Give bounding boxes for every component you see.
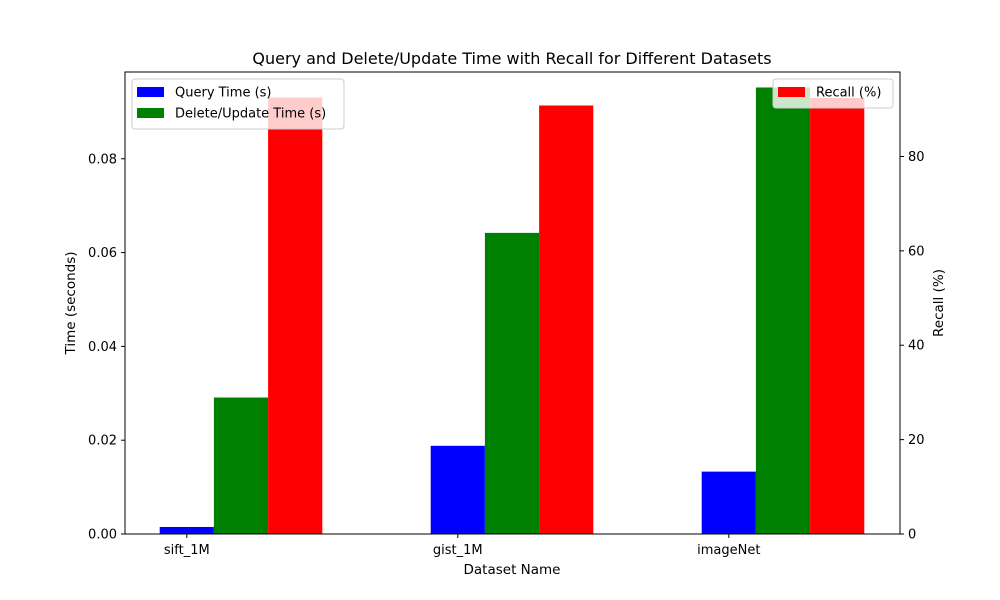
y-left-tick-label: 0.04 xyxy=(88,340,117,355)
y-axis-left-label: Time (seconds) xyxy=(63,251,79,355)
y-axis-left: 0.00 0.02 0.04 0.06 0.08 xyxy=(88,152,125,543)
bar-recall--sift_1m xyxy=(268,97,323,534)
legend-right-swatch xyxy=(778,87,805,97)
legend-left: Query Time (s) Delete/Update Time (s) xyxy=(131,78,345,130)
legend-left-box xyxy=(131,78,345,130)
y-axis-right: 0 20 40 60 80 xyxy=(900,150,925,543)
bar-query-time-s--gist_1m xyxy=(430,445,485,534)
x-axis: sift_1M gist_1M imageNet xyxy=(164,534,760,558)
bar-recall--gist_1m xyxy=(539,105,594,534)
legend-left-swatch xyxy=(137,108,164,118)
bar-delete-update-time-s--sift_1m xyxy=(213,397,269,534)
legend-left-swatch xyxy=(137,87,164,97)
legend-right-box xyxy=(772,78,894,109)
y-left-tick-label: 0.08 xyxy=(88,152,117,167)
bar-query-time-s--imagenet xyxy=(701,471,756,534)
y-right-tick-label: 0 xyxy=(908,528,916,543)
y-left-tick-label: 0.00 xyxy=(88,528,117,543)
bars-group xyxy=(159,87,865,535)
legend-left-entry-label: Query Time (s) xyxy=(175,86,272,101)
y-axis-right-label: Recall (%) xyxy=(931,269,947,337)
legend-left-entry-label: Delete/Update Time (s) xyxy=(175,107,326,122)
y-right-tick-label: 60 xyxy=(908,244,925,259)
plot-frame xyxy=(124,71,901,535)
x-axis-label: Dataset Name xyxy=(464,562,561,578)
legend-right: Recall (%) xyxy=(772,78,894,109)
x-tick-label: gist_1M xyxy=(433,543,483,558)
y-right-tick-label: 20 xyxy=(908,433,925,448)
y-left-tick-label: 0.06 xyxy=(88,246,117,261)
legend-right-entry-label: Recall (%) xyxy=(816,86,881,101)
bar-delete-update-time-s--imagenet xyxy=(755,87,811,534)
y-right-tick-label: 80 xyxy=(908,150,925,165)
x-tick-label: imageNet xyxy=(697,543,760,558)
y-left-tick-label: 0.02 xyxy=(88,434,117,449)
x-tick-label: sift_1M xyxy=(164,543,210,558)
bar-recall--imagenet xyxy=(810,97,865,535)
bar-delete-update-time-s--gist_1m xyxy=(484,232,540,534)
bar-query-time-s--sift_1m xyxy=(159,526,214,534)
chart-title: Query and Delete/Update Time with Recall… xyxy=(252,49,771,68)
y-right-tick-label: 40 xyxy=(908,339,925,354)
